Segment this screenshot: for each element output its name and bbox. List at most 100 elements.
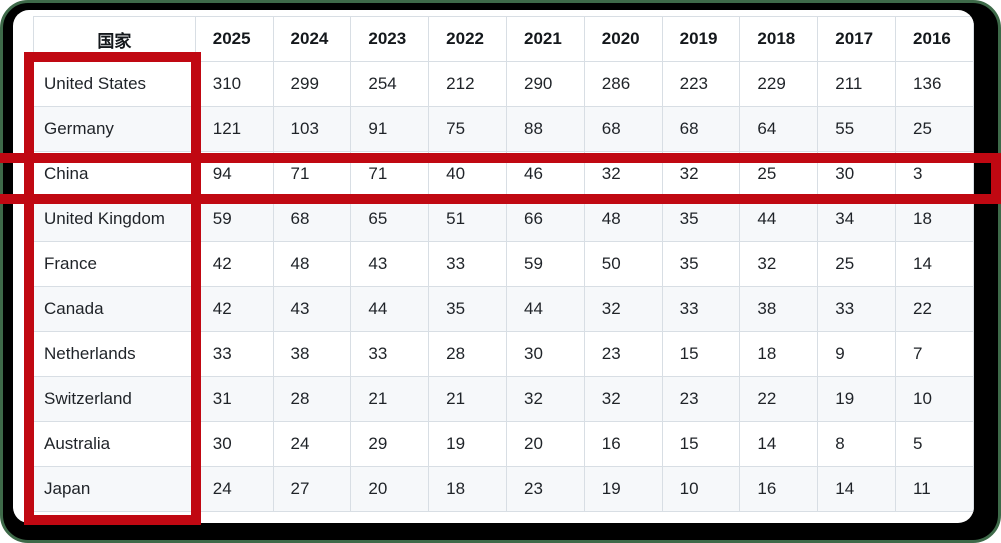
value-cell: 40 <box>428 151 507 197</box>
value-cell: 33 <box>194 331 274 377</box>
country-cell: United States <box>33 61 196 107</box>
value-cell: 23 <box>661 376 741 422</box>
table-row-china: China 94 71 71 40 46 32 32 25 30 3 <box>33 151 974 197</box>
value-cell: 19 <box>583 466 663 512</box>
value-cell: 29 <box>350 421 430 467</box>
table-row-japan: Japan 24 27 20 18 23 19 10 16 14 11 <box>33 466 974 512</box>
column-header-year-2023: 2023 <box>350 16 430 62</box>
value-cell: 51 <box>428 196 507 242</box>
value-cell: 30 <box>817 151 897 197</box>
value-cell: 32 <box>583 376 663 422</box>
value-cell: 121 <box>194 106 274 152</box>
value-cell: 75 <box>428 106 507 152</box>
country-cell: Netherlands <box>33 331 196 377</box>
value-cell: 59 <box>505 241 585 287</box>
value-cell: 20 <box>350 466 430 512</box>
value-cell: 35 <box>428 286 507 332</box>
country-cell: France <box>33 241 196 287</box>
value-cell: 103 <box>272 106 352 152</box>
value-cell: 33 <box>661 286 741 332</box>
value-cell: 38 <box>739 286 819 332</box>
column-header-year-2019: 2019 <box>661 16 741 62</box>
value-cell: 44 <box>350 286 430 332</box>
value-cell: 43 <box>350 241 430 287</box>
country-cell: United Kingdom <box>33 196 196 242</box>
country-cell: Canada <box>33 286 196 332</box>
table-row-australia: Australia 30 24 29 19 20 16 15 14 8 5 <box>33 421 974 467</box>
column-header-year-2020: 2020 <box>583 16 663 62</box>
value-cell: 48 <box>272 241 352 287</box>
value-cell: 55 <box>817 106 897 152</box>
value-cell: 28 <box>428 331 507 377</box>
value-cell: 212 <box>428 61 507 107</box>
table-row-united-states: United States 310 299 254 212 290 286 223 229 211… <box>33 61 974 107</box>
value-cell: 25 <box>817 241 897 287</box>
value-cell: 27 <box>272 466 352 512</box>
value-cell: 14 <box>895 241 974 287</box>
value-cell: 88 <box>505 106 585 152</box>
value-cell: 10 <box>661 466 741 512</box>
value-cell: 18 <box>895 196 974 242</box>
value-cell: 35 <box>661 196 741 242</box>
value-cell: 33 <box>428 241 507 287</box>
value-cell: 48 <box>583 196 663 242</box>
value-cell: 310 <box>194 61 274 107</box>
value-cell: 32 <box>583 151 663 197</box>
value-cell: 66 <box>505 196 585 242</box>
value-cell: 68 <box>661 106 741 152</box>
column-header-country: 国家 <box>33 16 196 62</box>
country-cell: Switzerland <box>33 376 196 422</box>
value-cell: 20 <box>505 421 585 467</box>
value-cell: 9 <box>817 331 897 377</box>
value-cell: 59 <box>194 196 274 242</box>
column-header-year-2021: 2021 <box>505 16 585 62</box>
value-cell: 286 <box>583 61 663 107</box>
value-cell: 19 <box>817 376 897 422</box>
value-cell: 18 <box>739 331 819 377</box>
value-cell: 28 <box>272 376 352 422</box>
value-cell: 30 <box>194 421 274 467</box>
value-cell: 30 <box>505 331 585 377</box>
value-cell: 32 <box>661 151 741 197</box>
value-cell: 136 <box>895 61 974 107</box>
value-cell: 42 <box>194 286 274 332</box>
value-cell: 290 <box>505 61 585 107</box>
value-cell: 23 <box>505 466 585 512</box>
value-cell: 50 <box>583 241 663 287</box>
value-cell: 64 <box>739 106 819 152</box>
value-cell: 5 <box>895 421 974 467</box>
country-cell: Japan <box>33 466 196 512</box>
value-cell: 38 <box>272 331 352 377</box>
value-cell: 211 <box>817 61 897 107</box>
page-content: 国家 2025 2024 2023 2022 2021 2020 2019 2018 2017 2… <box>13 10 974 523</box>
value-cell: 25 <box>895 106 974 152</box>
value-cell: 32 <box>583 286 663 332</box>
value-cell: 25 <box>739 151 819 197</box>
value-cell: 223 <box>661 61 741 107</box>
value-cell: 35 <box>661 241 741 287</box>
value-cell: 23 <box>583 331 663 377</box>
column-header-year-2017: 2017 <box>817 16 897 62</box>
value-cell: 229 <box>739 61 819 107</box>
value-cell: 24 <box>272 421 352 467</box>
value-cell: 19 <box>428 421 507 467</box>
table-row-france: France 42 48 43 33 59 50 35 32 25 14 <box>33 241 974 287</box>
country-cell: China <box>33 151 196 197</box>
value-cell: 44 <box>505 286 585 332</box>
column-header-year-2022: 2022 <box>428 16 507 62</box>
value-cell: 65 <box>350 196 430 242</box>
country-cell: Australia <box>33 421 196 467</box>
value-cell: 71 <box>272 151 352 197</box>
table-row-switzerland: Switzerland 31 28 21 21 32 32 23 22 19 10 <box>33 376 974 422</box>
value-cell: 32 <box>739 241 819 287</box>
value-cell: 14 <box>817 466 897 512</box>
value-cell: 8 <box>817 421 897 467</box>
value-cell: 21 <box>350 376 430 422</box>
value-cell: 24 <box>194 466 274 512</box>
table-row-germany: Germany 121 103 91 75 88 68 68 64 55 25 <box>33 106 974 152</box>
value-cell: 22 <box>739 376 819 422</box>
value-cell: 46 <box>505 151 585 197</box>
column-header-year-2025: 2025 <box>194 16 274 62</box>
value-cell: 33 <box>817 286 897 332</box>
